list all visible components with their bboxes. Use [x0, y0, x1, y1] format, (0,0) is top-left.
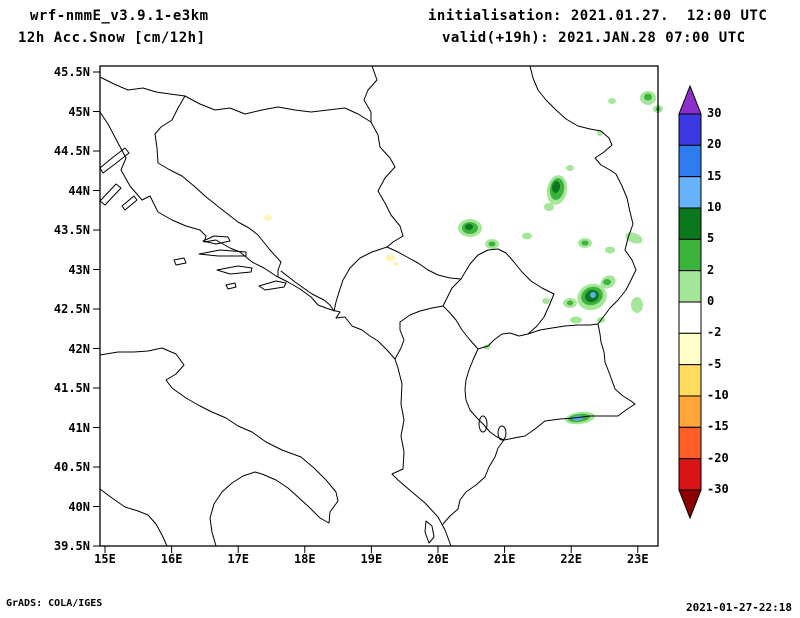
- snow-cell-light: [570, 316, 582, 324]
- island-dugi-otok: [99, 183, 122, 206]
- border-bosnia-montenegro: [333, 246, 388, 312]
- snow-cell-light: [608, 98, 616, 104]
- border-kosovo: [442, 248, 555, 350]
- snow-cell-mid: [603, 279, 611, 285]
- colorbar: [678, 84, 702, 520]
- border-bosnia-dubrovnik-strip: [280, 270, 335, 312]
- colorbar-segment: [678, 426, 702, 460]
- snow-cell-dark: [551, 181, 561, 193]
- snow-cell-light: [566, 165, 574, 171]
- snow-cell-light: [542, 298, 550, 304]
- snow-cell-mid: [567, 300, 573, 306]
- snow-cell-yellow: [264, 215, 272, 221]
- colorbar-segment: [678, 207, 702, 240]
- snow-cell-mid: [581, 240, 589, 246]
- map-borders: [99, 65, 637, 547]
- colorbar-segment: [678, 458, 702, 491]
- colorbar-segment: [678, 144, 702, 178]
- snow-cell-mid: [644, 93, 652, 101]
- border-serbia-macedonia: [527, 323, 599, 335]
- coastline-adriatic: [99, 111, 452, 547]
- grads-credit: GrADS: COLA/IGES: [6, 598, 103, 609]
- colorbar-segment: [678, 332, 702, 366]
- model-name: wrf-nmmE_v3.9.1-e3km: [30, 8, 209, 24]
- colorbar-segment: [678, 301, 702, 334]
- colorbar-segment: [678, 364, 702, 397]
- island-lastovo: [225, 282, 237, 290]
- island-corfu: [424, 520, 435, 544]
- snow-cell-light: [605, 246, 615, 254]
- border-albania-greece: [442, 439, 505, 525]
- coastline-italy-west: [99, 488, 168, 547]
- island-korcula: [216, 265, 253, 275]
- colorbar-segment: [678, 176, 702, 209]
- island-vis: [173, 257, 187, 266]
- island-hvar: [198, 249, 247, 257]
- lake-ohrid: [478, 415, 488, 433]
- border-serbia-east: [529, 65, 637, 325]
- colorbar-segment: [678, 238, 702, 272]
- snow-cell-mid: [488, 241, 496, 247]
- valid-time: valid(+19h): 2021.JAN.28 07:00 UTC: [442, 30, 746, 46]
- border-bulgaria-macedonia: [597, 323, 636, 405]
- border-montenegro-serbia: [386, 246, 462, 280]
- colorbar-segment: [678, 270, 702, 303]
- island-kornat: [121, 195, 138, 211]
- creation-timestamp: 2021-01-27-22:18: [686, 601, 792, 614]
- product-title: 12h Acc.Snow [cm/12h]: [18, 30, 206, 46]
- border-slovenia-croatia: [99, 76, 186, 97]
- snow-cell-yellow: [385, 254, 395, 262]
- island-pag: [99, 147, 130, 174]
- border-albania-macedonia: [464, 348, 505, 441]
- colorbar-arrow-top: [678, 84, 702, 115]
- snow-cell-light: [631, 297, 643, 313]
- lake-prespa: [497, 425, 507, 441]
- colorbar-arrow-bottom: [678, 489, 702, 520]
- island-mljet: [258, 280, 287, 291]
- border-bosnia-sava: [184, 95, 372, 123]
- island-brac: [202, 235, 231, 245]
- snow-cell-light: [544, 203, 554, 211]
- border-croatia-bosnia: [154, 95, 282, 277]
- coastline-italy-adriatic: [99, 347, 339, 547]
- border-macedonia-greece: [503, 403, 636, 441]
- border-montenegro-albania: [394, 305, 444, 360]
- snow-cell-blue: [590, 292, 596, 298]
- map-frame: [99, 65, 659, 547]
- snow-shading-layer: [264, 91, 663, 425]
- snow-cell-light: [522, 232, 532, 240]
- axis-ticks: [93, 71, 639, 553]
- snow-cell-dark: [465, 224, 473, 230]
- colorbar-segment: [678, 395, 702, 428]
- init-time: initialisation: 2021.01.27. 12:00 UTC: [428, 8, 768, 24]
- colorbar-segment: [678, 113, 702, 146]
- snow-cell-yellow: [393, 262, 399, 266]
- border-serbia-west-drina: [363, 65, 404, 248]
- snow-cell-light: [625, 232, 643, 244]
